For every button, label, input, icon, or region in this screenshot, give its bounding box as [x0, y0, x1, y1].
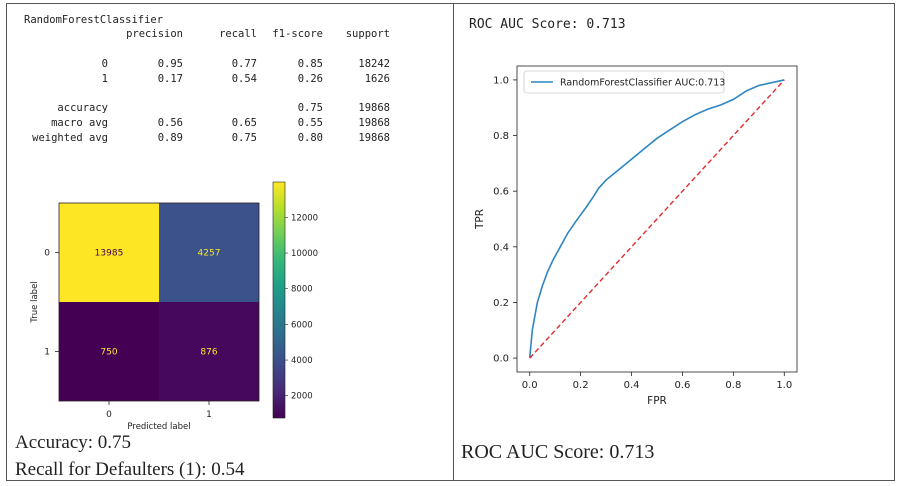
x-tick-label: 0.8 [725, 380, 741, 391]
report-cell: 19868 [358, 102, 390, 114]
heatmap-frame [58, 202, 260, 402]
confusion-matrix-chart: 13985 4257 750 876 0 1 0 1 Predicted label True l… [30, 181, 318, 432]
report-cell: 1626 [364, 73, 390, 85]
legend-box [523, 70, 725, 94]
x-tick-label: 0.2 [573, 380, 589, 391]
colorbar-tick-label: 2000 [291, 392, 313, 402]
report-cell: 0.75 [297, 102, 323, 114]
report-header: recall [219, 28, 257, 40]
accuracy-text: Accuracy: 0.75 [15, 432, 132, 453]
roc-curve-chart: 0.0 0.2 0.4 0.6 0.8 1.0 0.0 0.2 0.4 0.6 0.8 1.0 FPR T… [474, 65, 798, 407]
report-cell: 0.65 [231, 117, 257, 129]
y-tick-label: 0.8 [493, 131, 509, 142]
report-cell: 18242 [358, 58, 390, 70]
y-axis-label: True label [30, 281, 40, 323]
recall-text: Recall for Defaulters (1): 0.54 [15, 459, 245, 480]
left-panel: RandomForestClassifier precision recall f1… [6, 3, 454, 481]
report-cell: 0.80 [297, 132, 323, 144]
report-header: f1-score [272, 28, 323, 40]
report-cell: 0.54 [231, 73, 257, 85]
y-tick-label: 1.0 [493, 75, 509, 86]
heatmap-cell-label: 13985 [95, 249, 124, 259]
x-tick-label: 0.0 [522, 380, 538, 391]
y-tick-label: 0.2 [493, 298, 509, 309]
x-tick-label: 0 [106, 410, 112, 420]
x-tick-label: 1 [206, 410, 212, 420]
heatmap-cell [159, 203, 259, 302]
random-baseline-line [529, 79, 785, 359]
x-tick-label: 0.6 [675, 380, 691, 391]
roc-score-footer: ROC AUC Score: 0.713 [461, 441, 655, 463]
colorbar-tick-label: 6000 [291, 320, 313, 330]
y-tick-label: 1 [44, 348, 50, 358]
report-cell: 0.85 [297, 58, 323, 70]
report-cell: 0.77 [231, 58, 257, 70]
heatmap-cell-label: 876 [200, 348, 217, 358]
report-cell: 19868 [358, 132, 390, 144]
report-cell: 0.55 [297, 117, 323, 129]
heatmap-cell [59, 302, 159, 401]
report-cell: 19868 [358, 117, 390, 129]
report-cell: 0.26 [297, 73, 323, 85]
report-cell: 0.75 [231, 132, 257, 144]
heatmap-cell [159, 302, 259, 401]
heatmap-cell-label: 4257 [198, 249, 221, 259]
report-row-label: 1 [101, 73, 108, 85]
report-header: precision [126, 28, 183, 40]
report-cell: 0.17 [157, 73, 183, 85]
report-cell: 0.89 [157, 132, 183, 144]
report-header: support [345, 28, 390, 40]
y-axis-label: TPR [474, 209, 486, 230]
report-row-label: weighted avg [32, 132, 108, 144]
report-row-label: macro avg [51, 117, 108, 129]
y-tick-label: 0.6 [493, 187, 509, 198]
report-title: RandomForestClassifier [24, 14, 164, 26]
roc-curve-line [528, 79, 785, 359]
roc-score-header: ROC AUC Score: 0.713 [469, 17, 626, 32]
x-axis-label: FPR [647, 395, 667, 407]
x-tick-label: 1.0 [776, 380, 792, 391]
report-cell: 0.95 [157, 58, 183, 70]
report-row-label: 0 [101, 58, 108, 70]
colorbar [272, 181, 286, 419]
colorbar-tick-label: 4000 [291, 356, 313, 366]
y-tick-label: 0 [44, 249, 50, 259]
y-tick-label: 0.0 [493, 354, 509, 365]
x-tick-label: 0.4 [624, 380, 640, 391]
y-tick-label: 0.4 [493, 242, 509, 253]
x-axis-label: Predicted label [127, 422, 190, 432]
report-cell: 0.56 [157, 117, 183, 129]
colorbar-tick-label: 10000 [291, 249, 318, 259]
report-row-label: accuracy [57, 102, 108, 114]
colorbar-tick-label: 8000 [291, 285, 313, 295]
legend-label: RandomForestClassifier AUC:0.713 [560, 78, 725, 89]
colorbar-tick-label: 12000 [291, 213, 318, 223]
heatmap-cell [59, 203, 159, 302]
heatmap-cell-label: 750 [100, 348, 117, 358]
right-panel: ROC AUC Score: 0.713 0.0 0.2 0.4 0.6 0.8 1.0 0… [453, 3, 895, 481]
